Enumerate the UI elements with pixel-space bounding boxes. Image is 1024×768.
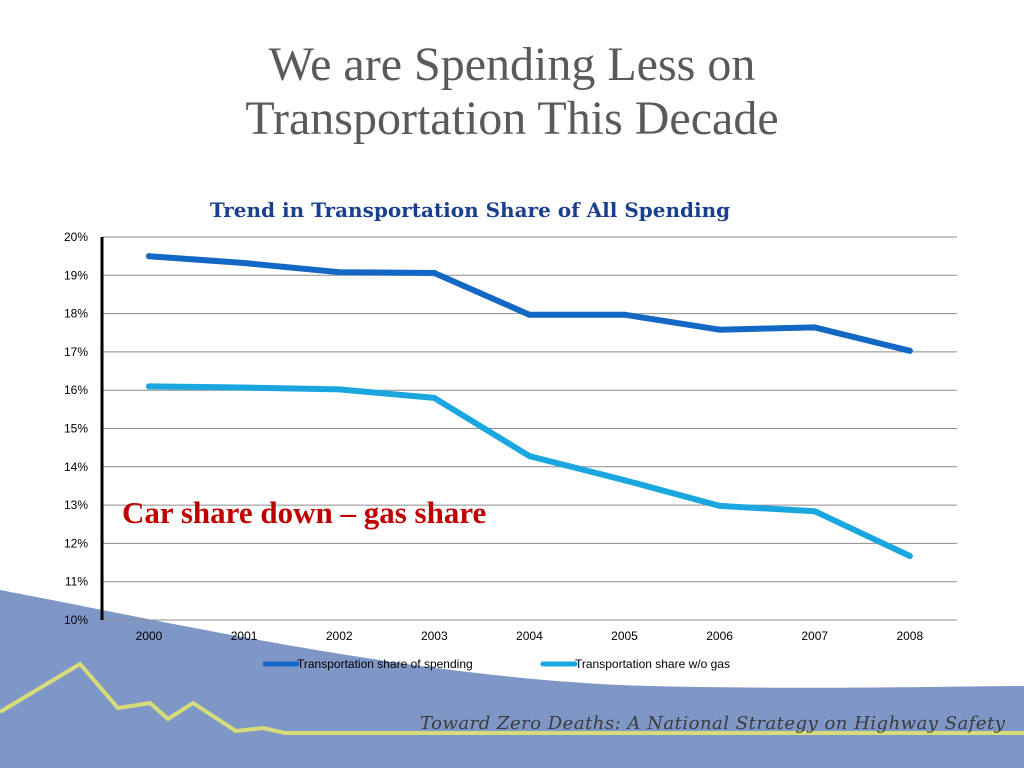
- data-point: [431, 394, 438, 401]
- x-tick-label: 2001: [231, 629, 258, 643]
- x-tick-label: 2007: [801, 629, 828, 643]
- chart-legend: Transportation share of spending Transpor…: [262, 657, 730, 671]
- y-tick-label: 20%: [64, 230, 88, 244]
- y-tick-label: 18%: [64, 307, 88, 321]
- data-point: [906, 347, 913, 354]
- background-wave: [0, 590, 1024, 768]
- data-point: [621, 311, 628, 318]
- data-point: [811, 508, 818, 515]
- y-tick-label: 11%: [65, 575, 88, 589]
- x-tick-label: 2000: [136, 629, 163, 643]
- slide-title-line-1: We are Spending Less on: [268, 38, 756, 91]
- y-tick-label: 17%: [64, 345, 88, 359]
- footer-decoration-line: [0, 661, 1024, 735]
- y-tick-label: 14%: [64, 460, 88, 474]
- data-point: [336, 386, 343, 393]
- y-tick-label: 19%: [64, 268, 88, 282]
- x-tick-label: 2005: [611, 629, 638, 643]
- data-point: [336, 269, 343, 276]
- data-point: [621, 477, 628, 484]
- x-tick-label: 2002: [326, 629, 353, 643]
- data-point: [526, 311, 533, 318]
- series-line-1: [146, 253, 913, 354]
- data-point: [811, 324, 818, 331]
- y-tick-label: 13%: [64, 498, 88, 512]
- chart-series: [146, 253, 913, 560]
- x-tick-labels: 2000 2001 2002 2003 2004 2005 2006 2007 2008: [136, 629, 924, 643]
- chart-gridlines: [102, 236, 957, 621]
- slide-title-line-2: Transportation This Decade: [245, 92, 779, 145]
- y-tick-label: 16%: [64, 383, 88, 397]
- y-tick-labels: 10% 11% 12% 13% 14% 15% 16% 17% 18% 19% 20%: [64, 230, 88, 627]
- data-point: [146, 383, 152, 390]
- x-tick-label: 2006: [706, 629, 733, 643]
- chart-annotation: Car share down – gas share: [122, 495, 487, 530]
- data-point: [716, 502, 723, 509]
- slide-title: We are Spending Less on Transportation T…: [0, 38, 1024, 146]
- data-point: [906, 553, 913, 560]
- data-point: [241, 260, 248, 267]
- y-tick-label: 15%: [64, 422, 88, 436]
- background-wave-art: [0, 590, 1024, 768]
- x-tick-label: 2003: [421, 629, 448, 643]
- chart-title: Trend in Transportation Share of All Spe…: [209, 198, 731, 222]
- x-tick-label: 2004: [516, 629, 543, 643]
- data-point: [716, 326, 723, 333]
- legend-label-1: Transportation share of spending: [297, 657, 473, 671]
- data-point: [241, 384, 248, 391]
- y-tick-label: 12%: [64, 536, 88, 550]
- data-point: [526, 453, 533, 460]
- x-tick-label: 2008: [896, 629, 923, 643]
- y-tick-label: 10%: [64, 613, 88, 627]
- data-point: [146, 253, 152, 260]
- footer-tagline: Toward Zero Deaths: A National Strategy …: [420, 713, 1006, 734]
- legend-label-2: Transportation share w/o gas: [575, 657, 730, 671]
- data-point: [431, 270, 438, 277]
